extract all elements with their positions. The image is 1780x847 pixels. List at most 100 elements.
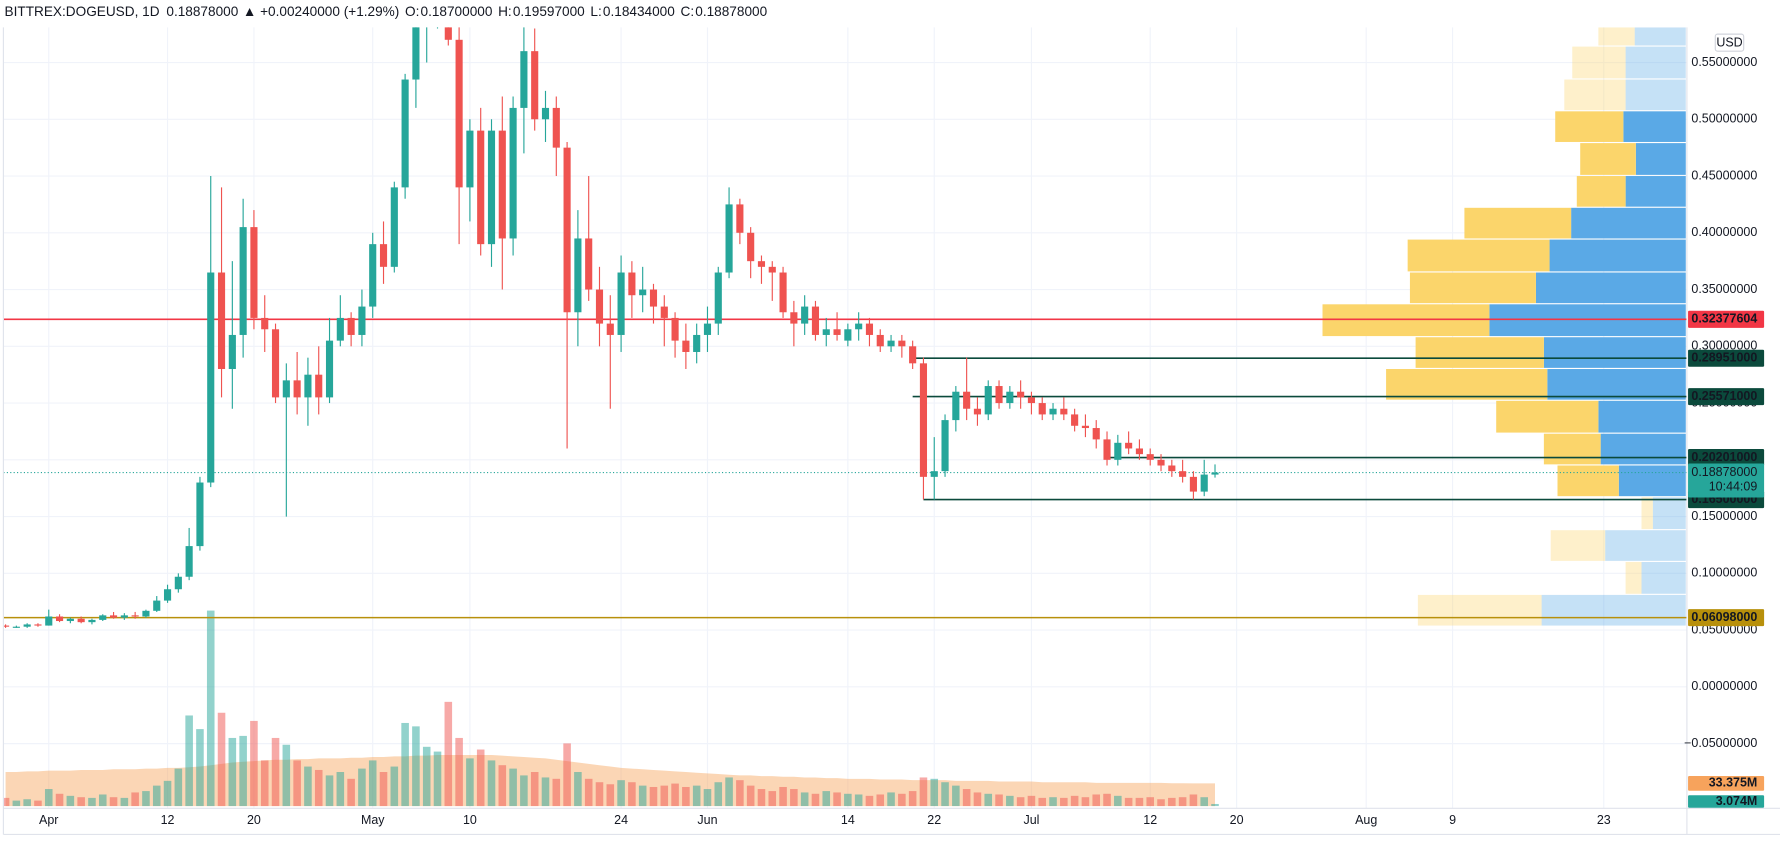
- candle-body: [1168, 465, 1176, 472]
- x-tick-label: 22: [927, 813, 941, 827]
- plot-area: [3, 27, 1687, 807]
- volume-bar: [304, 766, 312, 807]
- candle-body: [109, 615, 118, 618]
- candle-body: [531, 51, 539, 120]
- ohlc-value: 0.19597000: [513, 4, 585, 19]
- candle-body: [1157, 459, 1165, 466]
- candle-body: [153, 600, 161, 611]
- candle-body: [855, 323, 863, 330]
- volume-bar: [638, 785, 647, 807]
- volume-bar: [887, 792, 895, 807]
- profile-down: [1598, 27, 1635, 46]
- volume-bar: [952, 785, 960, 807]
- candle-body: [671, 317, 679, 341]
- profile-down: [1409, 272, 1536, 304]
- axes: 0.55000000 0.50000000 0.45000000 0.40000000…: [39, 55, 1765, 827]
- candle-body: [325, 340, 334, 398]
- x-tick-label: 14: [841, 813, 855, 827]
- candle-body: [358, 306, 366, 335]
- volume-bar: [671, 783, 679, 807]
- level-badge-bg: [1688, 609, 1765, 627]
- volume-bar: [77, 797, 85, 807]
- volume-bar: [984, 793, 993, 807]
- volume-ma-badge-bg: [1688, 775, 1765, 791]
- candle-body: [304, 374, 312, 398]
- last-price: 0.18878000: [166, 4, 238, 19]
- profile-up: [1600, 433, 1686, 465]
- candle-body: [271, 329, 280, 398]
- volume-ma-badge: 33.375M: [1709, 776, 1758, 790]
- profile-up: [1634, 27, 1686, 46]
- volume-bar: [498, 765, 507, 807]
- candle-body: [487, 130, 496, 245]
- volume-bar: [314, 769, 323, 807]
- volume-bar: [390, 766, 399, 807]
- volume-bar: [530, 772, 539, 807]
- candle-body: [844, 329, 852, 341]
- volume-bar: [1103, 793, 1111, 807]
- candle-body: [822, 329, 830, 335]
- profile-down: [1576, 176, 1626, 207]
- candle-body: [55, 616, 64, 622]
- y-tick-label: 0.50000000: [1691, 112, 1757, 126]
- candle-body: [833, 329, 841, 335]
- candle-body: [1211, 472, 1219, 475]
- volume-bar: [422, 746, 431, 807]
- candle-body: [1027, 397, 1035, 404]
- currency-label[interactable]: USD: [1716, 36, 1742, 50]
- profile-down: [1557, 465, 1619, 497]
- profile-down: [1555, 111, 1624, 142]
- volume-bar: [163, 780, 172, 807]
- candle-body: [66, 618, 74, 622]
- candle-body: [12, 626, 20, 628]
- candle-body: [412, 27, 420, 80]
- candle-body: [185, 546, 193, 577]
- volume-bar: [692, 785, 701, 807]
- volume-bar: [379, 772, 388, 807]
- candle-body: [952, 391, 960, 421]
- profile-up: [1625, 176, 1686, 207]
- volume-bar: [1006, 795, 1014, 807]
- volume-bar: [1124, 797, 1133, 807]
- candle-body: [142, 610, 150, 617]
- ohlc-value: 0.18700000: [421, 4, 493, 19]
- volume-bar: [1027, 795, 1036, 807]
- volume-bar: [1200, 797, 1208, 807]
- candle-body: [1189, 476, 1197, 492]
- candle-body: [369, 244, 377, 307]
- volume-bar: [325, 775, 334, 807]
- volume-bar: [206, 610, 215, 807]
- y-tick-label: 0.30000000: [1691, 339, 1757, 353]
- volume-bar: [1038, 797, 1047, 807]
- candle-body: [250, 227, 258, 318]
- candle-body: [703, 323, 712, 335]
- level-badge: 0.28951000: [1691, 351, 1757, 365]
- x-tick-label: 10: [463, 813, 477, 827]
- volume-bar: [1049, 797, 1057, 807]
- volume-bar: [552, 778, 561, 807]
- candle-body: [779, 272, 787, 313]
- profile-down: [1322, 304, 1490, 337]
- candle-body: [1060, 408, 1068, 415]
- currency-box[interactable]: [1714, 33, 1745, 52]
- candle-body: [660, 306, 668, 318]
- ohlc-value: 0.18434000: [603, 4, 675, 19]
- candle-body: [293, 380, 301, 398]
- candle-body: [617, 272, 625, 335]
- volume-bar: [628, 782, 636, 807]
- candle-body: [34, 624, 42, 626]
- candle-body: [541, 107, 550, 120]
- candle-body: [239, 227, 247, 335]
- profile-up: [1618, 465, 1686, 497]
- x-tick-label: 23: [1597, 813, 1611, 827]
- volume-bar: [98, 794, 107, 807]
- candle-body: [682, 340, 690, 352]
- candle-body: [984, 386, 992, 415]
- volume-badge: 3.074M: [1716, 794, 1758, 808]
- volume-bar: [109, 797, 118, 807]
- candle-body: [3, 625, 10, 627]
- volume-bar: [1016, 797, 1025, 807]
- level-badge: 0.06098000: [1691, 610, 1757, 624]
